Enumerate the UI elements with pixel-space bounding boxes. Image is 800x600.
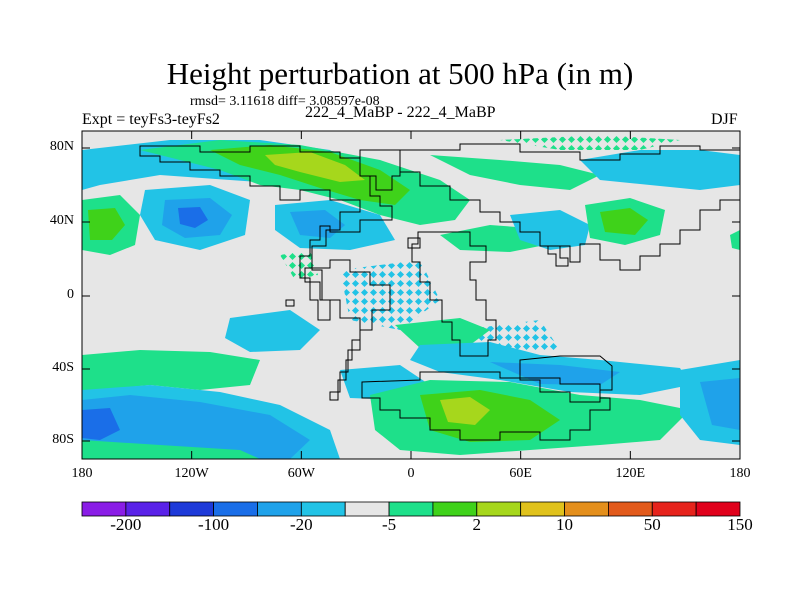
colorbar-label: 150 [727,515,753,534]
coastline-south-america [304,259,391,401]
contour-band [265,152,365,182]
coastline-antarctica [361,371,611,441]
latitude-label: 40N [49,213,74,228]
colorbar-label: -200 [110,515,142,534]
contour-field [82,131,740,459]
colorbar-swatch [257,501,302,517]
colorbar-label: 2 [472,515,482,534]
coastline-eurasia [399,143,740,271]
contour-band [430,155,600,190]
contour-band [730,230,740,250]
subtitle-label: 222_4_MaBP - 222_4_MaBP [305,104,496,121]
longitude-label: 0 [407,466,415,481]
colorbar-swatch [213,501,258,517]
contour-band [82,408,120,440]
contour-band [82,350,260,392]
contour-band [290,210,345,238]
contour-band [210,145,410,205]
longitude-label: 120W [174,466,209,481]
colorbar-swatch [608,501,653,517]
latitude-label: 0 [67,287,74,302]
contour-band [700,378,740,430]
contour-band [82,395,310,459]
coastline-greenland [359,149,401,191]
coastline-africa [411,231,497,357]
coastlines [139,143,740,441]
contour-band [280,250,318,280]
season-label: DJF [711,111,738,128]
coastline-australia [519,355,613,403]
contour-band [500,135,680,150]
colorbar-swatch [169,501,215,517]
colorbar-swatch [695,501,741,517]
contour-band [178,207,208,228]
contour-band [510,210,590,250]
axis-ticks [81,131,741,459]
colorbar-swatch [564,501,609,517]
colorbar-swatch [432,501,478,517]
latitude-label: 80N [49,139,74,154]
longitude-label: 60W [287,466,315,481]
colorbar [81,501,741,517]
colorbar-swatch [125,501,171,517]
contour-band [440,397,490,425]
contour-band [225,310,320,352]
colorbar-label: 50 [643,515,661,534]
contour-band [82,440,260,459]
longitude-label: 120E [615,466,646,481]
colorbar-label: 10 [556,515,574,534]
colorbar-swatch [476,501,522,517]
colorbar-swatch [388,501,434,517]
longitude-label: 60E [509,466,532,481]
contour-band [395,318,490,348]
contour-band [88,208,125,240]
contour-band [600,208,648,235]
colorbar-swatch [651,501,697,517]
colorbar-label: -100 [198,515,230,534]
colorbar-label: -5 [381,515,397,534]
coastline-island [547,245,569,267]
map-title: Height perturbation at 500 hPa (in m) [166,56,634,91]
colorbar-swatch [520,501,565,517]
contour-band [490,362,620,385]
longitude-label: 180 [729,466,751,481]
colorbar-label: -20 [289,515,313,534]
colorbar-swatch [344,501,390,517]
coastline-island [407,237,421,249]
longitude-label: 180 [71,466,93,481]
coastline-island [285,299,295,307]
experiment-label: Expt = teyFs3-teyFs2 [82,111,220,128]
colorbar-swatch [81,501,127,517]
colorbar-swatch [300,501,346,517]
latitude-label: 40S [52,360,74,375]
latitude-label: 80S [52,432,74,447]
stats-label: rmsd= 3.11618 diff= 3.08597e-08 [190,94,380,109]
